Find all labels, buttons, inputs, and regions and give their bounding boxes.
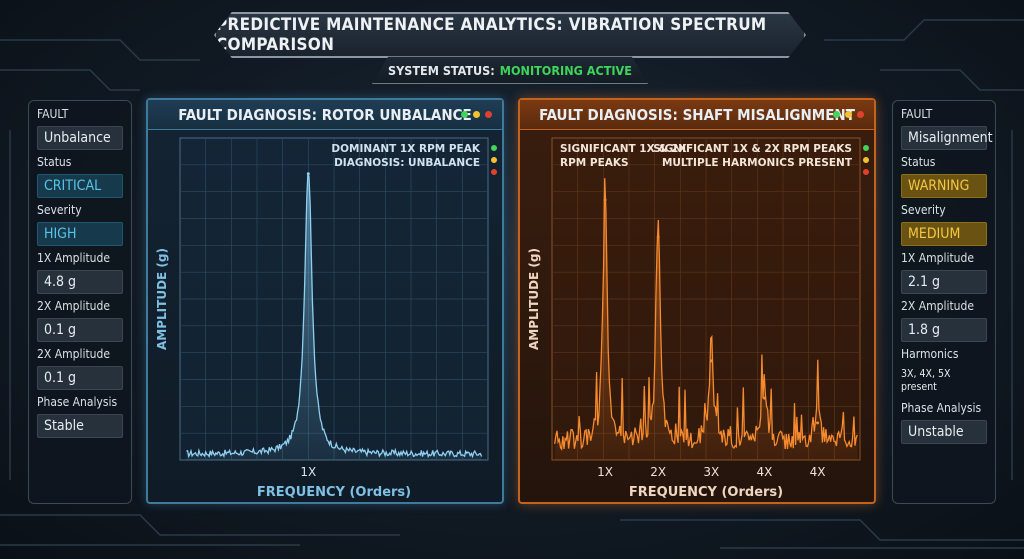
status-lights [833,111,864,118]
misalignment-chart-header: FAULT DIAGNOSIS: SHAFT MISALIGNMENT [520,100,874,130]
right_panel-field: 2X Amplitude 1.8 g [901,299,987,342]
red-light-icon [491,169,497,175]
peak-point-2 [656,235,660,239]
field-label: Status [37,155,72,169]
field-value: CRITICAL [37,174,123,198]
left_panel-field: Phase Analysis Stable [37,395,123,438]
peak-point-3 [709,359,713,363]
status-lights [461,111,492,118]
title-banner: PREDICTIVE MAINTENANCE ANALYTICS: VIBRAT… [214,12,806,58]
x-tick-label: 4X [810,465,826,479]
status-label: SYSTEM STATUS: [388,62,495,78]
left_panel-field: 2X Amplitude 0.1 g [37,347,123,390]
chart-annotation: DIAGNOSIS: UNBALANCE [334,157,480,169]
unbalance-spectrum-chart: 1X FREQUENCY (Orders) AMPLITUDE (g) DOMINAN… [155,137,497,500]
field-label: FAULT [37,107,69,121]
spectrum-line [554,178,858,451]
y-axis-label: AMPLITUDE (g) [527,248,541,350]
misalignment-chart-panel: FAULT DIAGNOSIS: SHAFT MISALIGNMENT 1X 2X… [518,98,876,504]
peak-point-5 [816,421,820,425]
chart-annotation: SIGNIFICANT 1X & 2X [560,143,687,155]
left_panel-field: FAULT Unbalance [37,107,123,150]
left_panel-field: Status CRITICAL [37,155,123,198]
x-axis-label: FREQUENCY (Orders) [629,485,783,500]
status-value: MONITORING ACTIVE [499,62,632,78]
chart-annotation: RPM PEAKS [560,157,629,169]
field-value: 4.8 g [37,270,123,294]
red-light-icon [857,111,864,118]
field-label: Phase Analysis [37,395,118,409]
field-value: Unstable [901,420,987,444]
field-value: WARNING [901,174,987,198]
unbalance-chart-title: FAULT DIAGNOSIS: ROTOR UNBALANCE [178,105,472,124]
spectrum-line [186,172,483,459]
unbalance-chart-header: FAULT DIAGNOSIS: ROTOR UNBALANCE [148,100,502,130]
x-tick-label: 1X [597,465,613,479]
x-tick-label: 1X [300,465,316,479]
yellow-light-icon [473,111,480,118]
field-value: MEDIUM [901,222,987,246]
left_panel-field: Severity HIGH [37,203,123,246]
field-label: Phase Analysis [901,401,982,415]
yellow-light-icon [863,157,869,163]
field-value: Unbalance [37,126,123,150]
field-label: 1X Amplitude [37,251,111,265]
red-light-icon [485,111,492,118]
right_panel-field: FAULT Misalignment [901,107,993,150]
field-label: 2X Amplitude [37,299,111,313]
x-tick-label: 3X [703,465,719,479]
right_panel-field: Severity MEDIUM [901,203,987,246]
x-axis-label: FREQUENCY (Orders) [257,485,411,500]
x-tick-label: 2X [650,465,666,479]
unbalance-chart-panel: FAULT DIAGNOSIS: ROTOR UNBALANCE 1X FREQU… [146,98,504,504]
field-label: 1X Amplitude [901,251,975,265]
right_panel-field: Harmonics 3X, 4X, 5X present [901,347,987,396]
chart-annotation: SIGNIFICANT 1X & 2X RPM PEAKS [653,143,852,155]
y-axis-label: AMPLITUDE (g) [155,248,169,350]
yellow-light-icon [845,111,852,118]
field-label: Harmonics [901,347,959,361]
field-value: Stable [37,414,123,438]
green-light-icon [491,145,497,151]
field-value: HIGH [37,222,123,246]
left_panel-field: 2X Amplitude 0.1 g [37,299,123,342]
system-status-banner: SYSTEM STATUS: MONITORING ACTIVE [372,56,648,84]
unbalance-info-panel: FAULT Unbalance Status CRITICAL Severity HIGH… [28,100,132,504]
grid-lines [180,138,488,460]
field-label: FAULT [901,107,933,121]
left_panel-field: 1X Amplitude 4.8 g [37,251,123,294]
peak-point-1 [603,198,607,202]
page-title: PREDICTIVE MAINTENANCE ANALYTICS: VIBRAT… [216,15,767,55]
yellow-light-icon [491,157,497,163]
green-light-icon [461,111,468,118]
field-label: Severity [37,203,82,217]
grid-lines [552,138,860,460]
field-value: 3X, 4X, 5X present [901,368,951,393]
field-label: 2X Amplitude [37,347,111,361]
field-label: Status [901,155,936,169]
field-label: 2X Amplitude [901,299,975,313]
field-value: 2.1 g [901,270,987,294]
misalignment-chart-title: FAULT DIAGNOSIS: SHAFT MISALIGNMENT [539,105,855,124]
field-label: Severity [901,203,946,217]
chart-annotation: MULTIPLE HARMONICS PRESENT [662,157,853,169]
green-light-icon [833,111,840,118]
x-tick-label: 4X [756,465,772,479]
field-value: 1.8 g [901,318,987,342]
field-value: Misalignment [901,126,993,150]
peak-point-4 [762,396,766,400]
green-light-icon [863,145,869,151]
peak-point-1 [306,172,310,176]
chart-annotation: DOMINANT 1X RPM PEAK [331,143,480,155]
misalignment-info-panel: FAULT Misalignment Status WARNING Severity ME… [892,100,996,504]
red-light-icon [863,169,869,175]
field-value: 0.1 g [37,366,123,390]
right_panel-field: Phase Analysis Unstable [901,401,987,444]
right_panel-field: 1X Amplitude 2.1 g [901,251,987,294]
right_panel-field: Status WARNING [901,155,987,198]
field-value: 0.1 g [37,318,123,342]
misalignment-spectrum-chart: 1X 2X 3X 4X 4X FREQUENCY (Orders) AMPLITUDE (g… [527,137,869,500]
